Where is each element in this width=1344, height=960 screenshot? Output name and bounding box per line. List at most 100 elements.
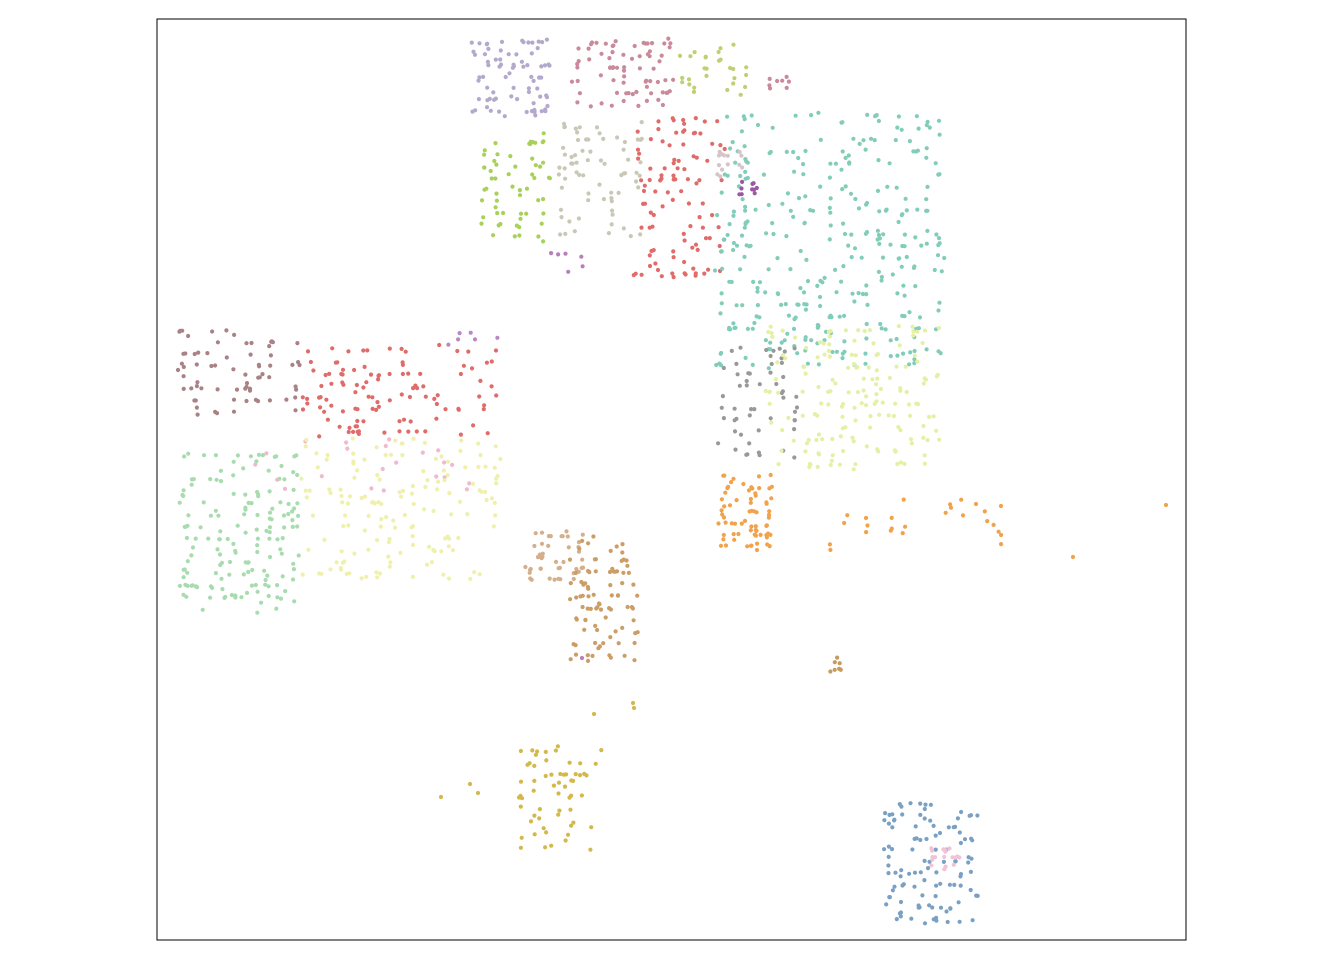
point	[660, 204, 665, 209]
point	[558, 232, 563, 237]
point	[749, 407, 754, 412]
point	[818, 184, 823, 189]
point	[616, 190, 621, 195]
point	[648, 166, 653, 171]
point	[244, 381, 250, 386]
point	[539, 64, 544, 69]
point	[907, 871, 912, 876]
point	[841, 448, 846, 454]
point	[706, 267, 711, 272]
point	[524, 109, 529, 115]
point	[387, 564, 392, 569]
point	[791, 149, 796, 155]
point	[904, 389, 909, 395]
point	[425, 562, 430, 567]
point	[517, 193, 523, 198]
point	[620, 542, 625, 547]
point	[847, 161, 852, 166]
point	[508, 154, 513, 159]
point	[710, 141, 715, 146]
point	[788, 208, 793, 213]
point	[909, 441, 915, 446]
point	[556, 172, 562, 177]
point	[653, 261, 658, 266]
point	[466, 349, 471, 354]
point	[347, 425, 352, 430]
point	[231, 367, 236, 372]
point	[614, 90, 620, 95]
point-outlier	[1070, 554, 1076, 560]
point	[837, 314, 842, 319]
point	[277, 476, 282, 481]
point	[898, 899, 904, 905]
point	[235, 453, 240, 458]
point	[938, 351, 943, 356]
point	[370, 395, 375, 400]
point	[738, 345, 743, 350]
point	[538, 566, 543, 571]
point	[793, 113, 798, 118]
point	[743, 169, 748, 174]
point	[346, 523, 351, 528]
point	[665, 190, 670, 195]
point	[925, 438, 930, 443]
point	[732, 537, 737, 542]
point	[879, 278, 884, 283]
point	[249, 501, 254, 506]
point	[922, 858, 927, 864]
point	[719, 190, 724, 195]
point	[597, 182, 602, 187]
point	[859, 401, 864, 406]
point	[818, 278, 823, 283]
point	[682, 128, 687, 133]
point	[886, 821, 892, 826]
cluster-beige-grey	[556, 120, 644, 239]
point	[564, 529, 569, 534]
point	[608, 548, 613, 554]
point	[495, 474, 500, 479]
point	[330, 346, 335, 351]
point	[680, 75, 685, 80]
point	[231, 491, 236, 496]
point	[410, 483, 415, 489]
point	[235, 523, 240, 528]
point	[766, 515, 772, 520]
point	[851, 136, 856, 141]
point-outlier	[1163, 502, 1169, 508]
point	[968, 869, 974, 875]
point	[947, 846, 952, 851]
point	[411, 501, 416, 507]
point	[344, 571, 349, 577]
point	[471, 423, 476, 428]
point	[938, 881, 943, 886]
point	[558, 577, 563, 582]
point	[255, 512, 260, 518]
point	[622, 65, 627, 70]
point	[574, 160, 579, 165]
point	[580, 557, 585, 562]
point	[468, 330, 473, 335]
point	[897, 802, 902, 807]
point	[780, 389, 786, 394]
point	[637, 151, 642, 156]
point	[742, 117, 747, 122]
point	[863, 351, 868, 356]
point	[896, 219, 901, 225]
point	[579, 254, 584, 259]
point	[485, 431, 490, 436]
point	[852, 299, 857, 304]
point	[691, 154, 696, 159]
point	[610, 212, 615, 217]
point	[893, 401, 898, 406]
point	[821, 341, 826, 346]
point	[401, 417, 407, 422]
point	[784, 85, 789, 90]
point	[704, 73, 709, 78]
point	[215, 387, 220, 392]
point	[715, 213, 720, 218]
point	[259, 600, 264, 605]
point	[985, 519, 990, 524]
point	[780, 328, 785, 333]
point	[414, 429, 419, 434]
point	[481, 74, 486, 79]
